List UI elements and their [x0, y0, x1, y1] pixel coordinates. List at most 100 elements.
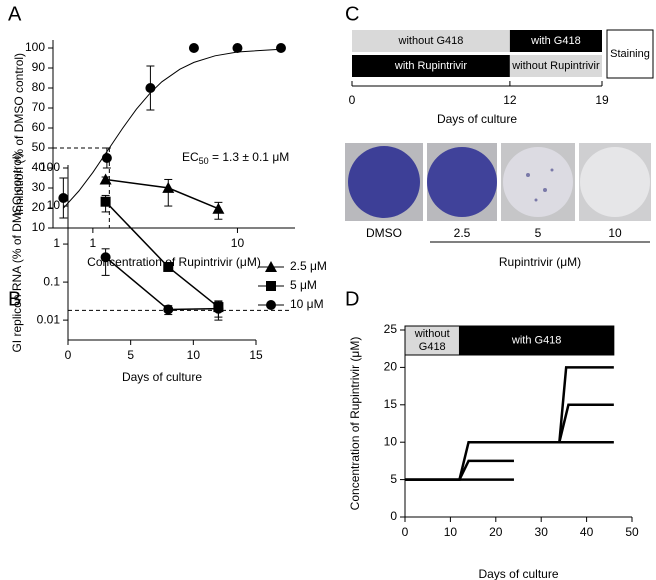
- well: [580, 147, 650, 217]
- legend-label: 5 μM: [290, 278, 317, 292]
- marker: [101, 153, 112, 163]
- timeline-segment: [509, 55, 602, 77]
- y-tick-label: 0.1: [43, 274, 60, 288]
- marker: [163, 304, 174, 315]
- y-tick-label: 80: [32, 80, 46, 94]
- marker: [100, 252, 111, 263]
- x-axis-title: Days of culture: [478, 567, 558, 580]
- y-tick-label: 40: [32, 160, 46, 174]
- timeline-segment: [509, 30, 602, 52]
- well: [427, 147, 497, 217]
- colony: [526, 173, 530, 177]
- annotation-text: = 1.3 ± 0.1 μM: [209, 150, 290, 164]
- x-tick-label: 0: [65, 348, 72, 362]
- x-tick-label: 50: [625, 525, 639, 539]
- fit-curve: [62, 48, 282, 209]
- segment-label: with Rupintrivir: [394, 60, 467, 72]
- marker: [163, 261, 174, 272]
- x-tick-label: 40: [580, 525, 594, 539]
- well-label: 10: [608, 226, 622, 240]
- phase-box: [404, 325, 460, 356]
- y-tick-label: 0.01: [37, 312, 61, 326]
- well: [348, 146, 420, 218]
- timeline-segment: [352, 30, 510, 52]
- colony: [550, 168, 554, 172]
- marker: [232, 43, 243, 53]
- marker: [266, 281, 276, 291]
- marker: [265, 261, 277, 272]
- step-line: [558, 403, 614, 443]
- y-tick-label: 20: [384, 360, 398, 374]
- panel-label: C: [345, 3, 359, 25]
- y-axis-title: GI replicon RNA (% of DMSO control): [10, 152, 24, 352]
- x-axis-title: Days of culture: [437, 112, 517, 126]
- phase-box: [458, 325, 615, 356]
- legend-label: 10 μM: [290, 297, 324, 311]
- x-tick-label: 0: [402, 525, 409, 539]
- x-tick-label: 30: [535, 525, 549, 539]
- y-tick-label: 25: [384, 322, 398, 336]
- y-tick-label: 30: [32, 180, 46, 194]
- x-tick-label: 10: [231, 236, 245, 250]
- segment-label: without Rupintrivir: [511, 60, 600, 72]
- x-tick-label: 10: [187, 348, 201, 362]
- marker: [145, 83, 156, 93]
- marker: [162, 181, 175, 193]
- phase-label: G418: [419, 341, 446, 353]
- y-tick-label: 70: [32, 100, 46, 114]
- staining-box: [606, 29, 654, 79]
- x-tick-label: 1: [90, 236, 97, 250]
- marker: [58, 193, 69, 203]
- y-tick-label: 10: [384, 434, 398, 448]
- colony: [543, 188, 547, 192]
- y-tick-label: 0: [390, 509, 397, 523]
- y-tick-label: 10: [32, 220, 46, 234]
- x-tick-label: 15: [249, 348, 263, 362]
- well-images: [345, 143, 651, 243]
- marker: [212, 202, 225, 214]
- x-tick-label: 0: [349, 93, 356, 107]
- annotation: EC50 = 1.3 ± 0.1 μM: [182, 150, 289, 166]
- y-tick-label: 90: [32, 60, 46, 74]
- well-label: DMSO: [366, 226, 402, 240]
- segment-label: without G418: [398, 35, 464, 47]
- y-tick-label: 1: [53, 236, 60, 250]
- y-tick-label: 50: [32, 140, 46, 154]
- marker: [213, 303, 224, 314]
- y-tick-label: 100: [40, 160, 60, 174]
- x-axis-title: Concentration of Rupintrivir (μM): [87, 255, 261, 269]
- marker: [100, 196, 111, 207]
- x-tick-label: 10: [444, 525, 458, 539]
- step-line: [405, 440, 614, 481]
- y-tick-label: 20: [32, 200, 46, 214]
- x-tick-label: 5: [127, 348, 134, 362]
- y-tick-label: 15: [384, 397, 398, 411]
- y-axis-title: Concentration of Rupintrivir (μM): [348, 337, 362, 511]
- step-line: [558, 366, 614, 443]
- segment-label: with G418: [530, 35, 581, 47]
- y-tick-label: 60: [32, 120, 46, 134]
- y-tick-label: 5: [390, 472, 397, 486]
- panel-label: B: [8, 288, 21, 310]
- series-line: [105, 178, 219, 210]
- panel-label: D: [345, 288, 359, 310]
- x-tick-label: 12: [503, 93, 517, 107]
- staining-label: Staining: [610, 48, 650, 60]
- marker: [188, 43, 199, 53]
- annotation-subscript: 50: [199, 156, 209, 166]
- y-tick-label: 100: [25, 40, 45, 54]
- y-axis-title: Inhibition (% of DMSO control): [12, 53, 26, 215]
- marker: [266, 300, 276, 310]
- timeline-segment: [352, 55, 510, 77]
- marker: [275, 43, 286, 53]
- group-label: Rupintrivir (μM): [499, 255, 581, 269]
- well: [503, 147, 573, 217]
- y-tick-label: 10: [47, 198, 61, 212]
- well-label: 2.5: [454, 226, 471, 240]
- x-tick-label: 20: [489, 525, 503, 539]
- well-label: 5: [535, 226, 542, 240]
- marker: [99, 173, 112, 185]
- colony: [534, 198, 538, 202]
- x-axis-title: Days of culture: [122, 370, 202, 384]
